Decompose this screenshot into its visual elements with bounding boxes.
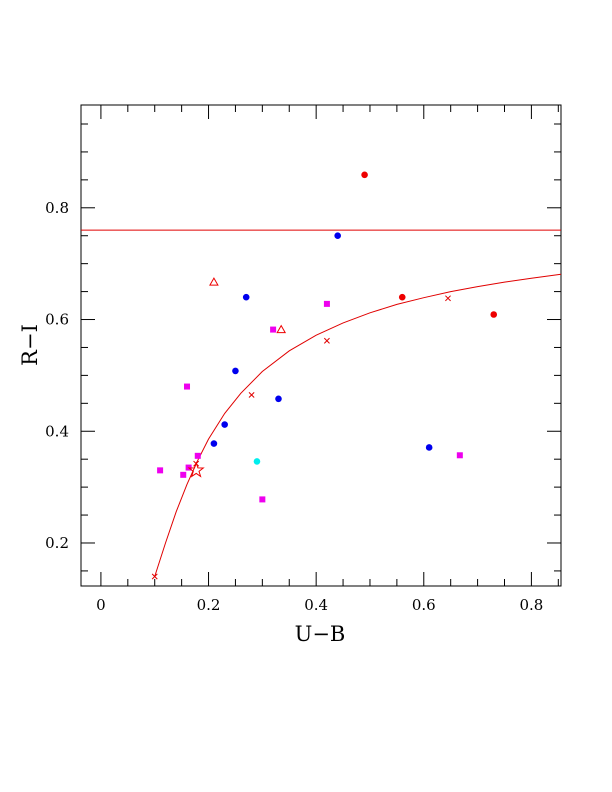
axis-ticks xyxy=(81,105,561,586)
circle-point xyxy=(334,232,341,240)
circle-point xyxy=(398,293,406,301)
data-points xyxy=(157,171,498,503)
x-tick-label: 0.4 xyxy=(304,596,328,614)
x-axis-label: U−B xyxy=(295,622,346,646)
circle-point xyxy=(490,311,498,318)
plot-area xyxy=(80,104,562,587)
circle-point xyxy=(275,395,282,403)
x-tick-label: 0.6 xyxy=(412,596,436,614)
tick-labels: 0 0.2 0.4 0.6 0.8 0.2 0.4 0.6 0.8 xyxy=(45,199,543,614)
circle-point xyxy=(242,293,250,301)
y-axis-label: R−I xyxy=(18,324,42,366)
circle-point xyxy=(361,171,368,179)
square-point xyxy=(184,383,191,390)
circle-point xyxy=(221,421,228,428)
circle-point xyxy=(253,458,261,465)
plot-frame xyxy=(80,104,562,587)
square-point xyxy=(180,471,187,478)
x-tick-label: 0.8 xyxy=(519,596,543,614)
y-tick-label: 0.4 xyxy=(45,422,69,440)
circle-point xyxy=(425,444,433,451)
circle-point xyxy=(210,440,218,447)
square-point xyxy=(259,496,266,503)
triangle-point xyxy=(276,324,287,334)
square-point xyxy=(270,326,277,333)
curve-cross-marker xyxy=(323,337,330,344)
square-point xyxy=(323,300,330,307)
circle-point xyxy=(232,367,239,375)
model-curve xyxy=(81,229,562,580)
y-tick-label: 0.2 xyxy=(45,534,69,552)
curve-cross-marker xyxy=(445,295,451,302)
x-tick-label: 0.2 xyxy=(197,596,221,614)
curve-cross-marker xyxy=(151,573,158,580)
model-curve-line xyxy=(154,273,562,577)
star-point xyxy=(187,461,205,478)
curve-cross-marker xyxy=(248,391,255,398)
square-point xyxy=(194,452,201,459)
x-tick-label: 0 xyxy=(96,596,106,614)
triangle-point xyxy=(209,277,219,286)
y-tick-label: 0.8 xyxy=(45,199,69,217)
square-point xyxy=(456,452,463,459)
square-point xyxy=(157,467,164,474)
y-tick-label: 0.6 xyxy=(45,311,69,329)
